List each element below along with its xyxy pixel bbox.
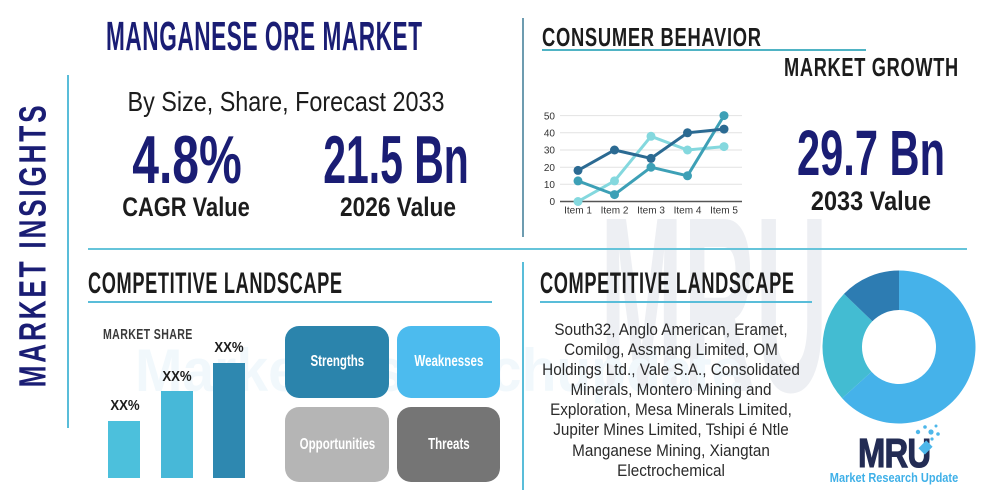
svg-text:Item 5: Item 5: [710, 206, 738, 217]
svg-text:20: 20: [544, 163, 556, 174]
svg-text:40: 40: [544, 129, 556, 140]
svg-text:10: 10: [544, 180, 556, 191]
svg-text:Item 4: Item 4: [674, 206, 702, 217]
svg-text:Item 2: Item 2: [601, 206, 629, 217]
svg-text:50: 50: [544, 111, 556, 122]
svg-text:0: 0: [549, 197, 555, 208]
svg-text:30: 30: [544, 146, 556, 157]
svg-text:Item 1: Item 1: [564, 206, 592, 217]
svg-text:Item 3: Item 3: [637, 206, 665, 217]
